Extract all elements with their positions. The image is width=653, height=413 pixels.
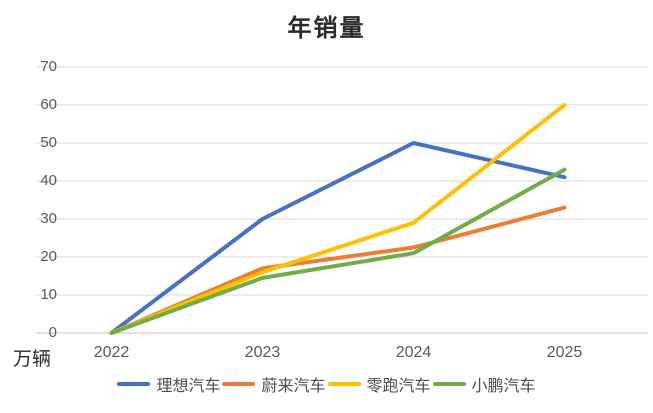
legend-line-marker (117, 381, 151, 387)
x-tick-label: 2025 (546, 344, 583, 361)
y-tick-label: 50 (40, 134, 57, 151)
x-tick-label: 2023 (244, 344, 281, 361)
legend-line-marker (222, 381, 256, 387)
y-tick-label: 40 (40, 172, 57, 189)
legend-line-marker (327, 381, 361, 387)
legend-line-marker (432, 381, 466, 387)
x-tick-label: 2024 (395, 344, 432, 361)
legend-item: 零跑汽车 (327, 372, 431, 396)
y-tick-label: 20 (40, 248, 57, 265)
legend-item: 小鹏汽车 (432, 372, 536, 396)
legend-label: 蔚来汽车 (261, 378, 326, 395)
y-tick-label: 10 (40, 286, 57, 303)
series-line (109, 141, 567, 335)
y-tick-label: 70 (40, 58, 57, 75)
x-tick-label: 2022 (93, 344, 130, 361)
series-line (109, 103, 567, 335)
legend-label: 小鹏汽车 (471, 378, 536, 395)
data-series-lines (109, 103, 567, 335)
series-line (109, 205, 567, 335)
y-tick-label: 30 (40, 210, 57, 227)
chart-title: 年销量 (287, 16, 366, 42)
legend-item: 蔚来汽车 (222, 372, 326, 396)
legend-item: 理想汽车 (117, 372, 220, 396)
y-axis-unit-label: 万辆 (13, 349, 52, 370)
gridlines (36, 66, 648, 334)
legend-label: 零跑汽车 (366, 378, 431, 395)
legend-label: 理想汽车 (156, 378, 221, 395)
legend: 理想汽车 蔚来汽车 零跑汽车 小鹏汽车 (0, 372, 653, 396)
series-line (109, 167, 567, 335)
y-tick-label: 0 (48, 324, 57, 341)
y-tick-label: 60 (40, 96, 57, 113)
